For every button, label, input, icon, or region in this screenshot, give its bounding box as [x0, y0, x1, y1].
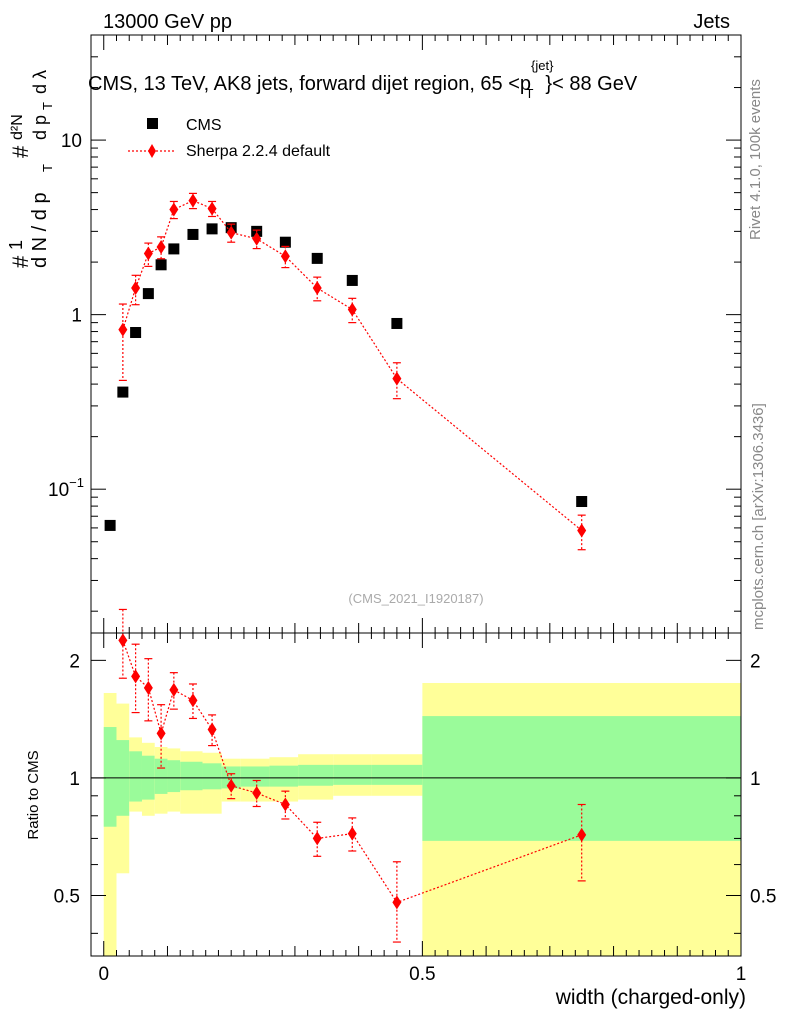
ratio-y-tick-label: 2	[69, 651, 80, 672]
band-inner	[180, 761, 203, 791]
legend-cms-label: CMS	[186, 117, 222, 134]
ylabel-one: 1	[6, 240, 26, 250]
header-right: Jets	[693, 11, 730, 33]
ylabel-t1: T	[40, 164, 55, 172]
ratio-sherpa-point	[118, 633, 128, 648]
band-inner	[298, 764, 334, 786]
band-inner	[167, 760, 181, 793]
main-ylabel: # 1 d N / d p T # d²N d p T d λ	[6, 70, 55, 268]
sherpa-point	[207, 201, 217, 216]
ylabel-hash-2: #	[8, 145, 33, 158]
cms-point	[576, 496, 588, 508]
ratio-sherpa-point	[226, 778, 236, 793]
ylabel-dn: d N / d p	[29, 192, 51, 268]
ratio-sherpa-point	[392, 895, 402, 910]
cms-point	[155, 259, 167, 271]
cms-point	[391, 317, 403, 329]
ratio-frame	[90, 632, 742, 957]
x-tick-label: 0	[98, 964, 109, 985]
sherpa-line	[122, 199, 583, 531]
cms-point	[346, 274, 358, 286]
ratio-sherpa-point	[312, 831, 322, 846]
x-tick-label: 1	[736, 964, 747, 985]
band-inner	[202, 763, 222, 790]
band-inner	[371, 764, 423, 785]
ratio-sherpa-point	[131, 669, 141, 684]
sherpa-point	[577, 523, 587, 538]
ratio-sherpa-point	[143, 680, 153, 695]
band-inner	[422, 716, 741, 841]
chart-title-sub: T	[525, 86, 533, 101]
legend-sherpa-label: Sherpa 2.2.4 default	[186, 143, 331, 160]
analysis-watermark: (CMS_2021_I1920187)	[348, 591, 483, 606]
sherpa-point	[156, 240, 166, 255]
sherpa-point	[131, 281, 141, 296]
ylabel-d2n: d²N	[9, 114, 26, 140]
ratio-y-tick-label: 1	[69, 769, 80, 790]
ylabel-dpt: d p	[30, 115, 50, 140]
ylabel-dl: d λ	[30, 70, 50, 94]
cms-point	[187, 228, 199, 240]
band-inner	[240, 766, 270, 787]
sherpa-point	[118, 322, 128, 337]
x-tick-label: 0.5	[409, 964, 435, 985]
sherpa-point	[392, 371, 402, 386]
chart-title-sup: {jet}	[531, 58, 554, 73]
legend-sherpa-marker	[148, 144, 156, 158]
legend: CMS Sherpa 2.2.4 default	[128, 117, 331, 160]
uncertainty-bands	[91, 683, 741, 956]
ratio-y-tick-label-right: 1	[750, 769, 761, 790]
chart-title: CMS, 13 TeV, AK8 jets, forward dijet reg…	[88, 58, 638, 101]
sherpa-point	[280, 249, 290, 264]
cms-point	[104, 519, 116, 531]
cms-point	[206, 223, 218, 235]
ylabel-hash-1: #	[8, 255, 33, 268]
data-marks	[104, 192, 588, 943]
cms-point	[279, 236, 291, 248]
ratio-sherpa-line	[122, 640, 582, 904]
main-y-tick-label: 10−1	[48, 475, 84, 501]
header-left: 13000 GeV pp	[103, 11, 232, 33]
band-inner	[103, 727, 117, 827]
sherpa-point	[312, 281, 322, 296]
main-y-tick-label: 10	[61, 131, 82, 152]
sherpa-point	[188, 193, 198, 208]
cms-point	[168, 243, 180, 255]
ratio-sherpa-point	[156, 726, 166, 741]
band-inner	[269, 765, 299, 787]
sherpa-point	[143, 246, 153, 261]
ratio-y-tick-label-right: 0.5	[750, 887, 776, 908]
legend-cms-marker	[147, 118, 158, 129]
band-inner	[129, 751, 142, 802]
sherpa-point	[226, 225, 236, 240]
main-y-tick-label: 1	[71, 306, 82, 327]
cms-point	[130, 327, 142, 339]
band-inner	[333, 764, 372, 785]
cms-point	[311, 252, 323, 264]
axis-ticks: 0 0.5 1 10 1 10−1 2 2 1 1 0.5 0.5	[48, 34, 776, 985]
ratio-sherpa-point	[169, 682, 179, 697]
ratio-sherpa-point	[347, 826, 357, 841]
ratio-y-tick-label: 0.5	[54, 887, 80, 908]
ratio-sherpa-point	[188, 693, 198, 708]
ratio-sherpa-point	[577, 827, 587, 842]
x-axis-label: width (charged-only)	[555, 986, 746, 1009]
chart-title-b: }< 88 GeV	[545, 73, 637, 95]
ylabel-t2: T	[40, 102, 55, 110]
ratio-sherpa-point	[207, 722, 217, 737]
ratio-y-tick-label-right: 2	[750, 651, 761, 672]
sherpa-point	[252, 231, 262, 246]
ratio-sherpa-point	[252, 785, 262, 800]
cms-point	[117, 386, 129, 398]
band-inner	[154, 758, 168, 794]
ratio-sherpa-point	[280, 797, 290, 812]
cms-point	[142, 288, 154, 300]
sherpa-point	[347, 302, 357, 317]
chart-title-a: CMS, 13 TeV, AK8 jets, forward dijet reg…	[88, 73, 531, 95]
sherpa-point	[169, 202, 179, 217]
side-text-rivet: Rivet 4.1.0, 100k events	[747, 79, 764, 240]
side-text-mcplots: mcplots.cern.ch [arXiv:1306.3436]	[750, 403, 767, 630]
ratio-ylabel: Ratio to CMS	[25, 750, 42, 839]
